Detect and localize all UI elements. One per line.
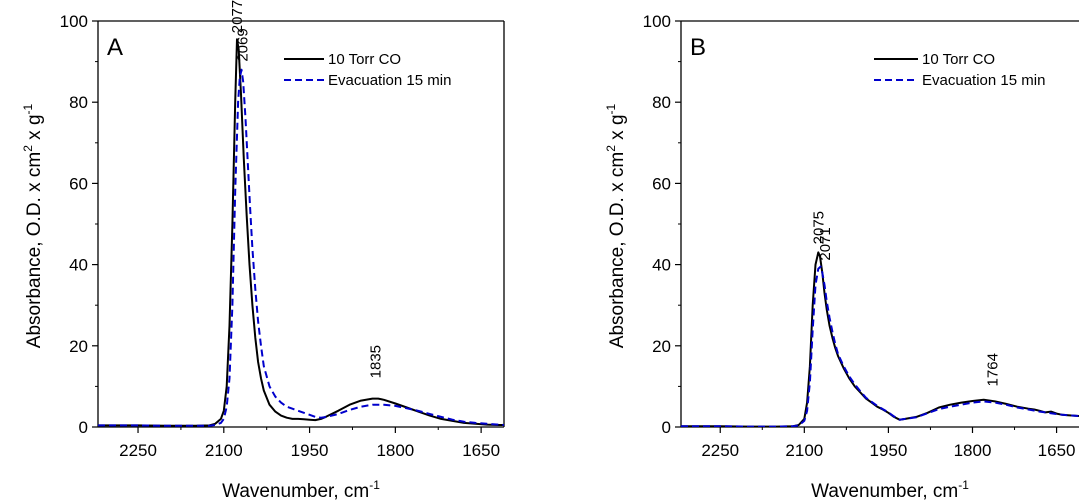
y-tick-label: 80 xyxy=(652,93,671,112)
y-tick-label: 60 xyxy=(69,174,88,193)
y-tick-label: 60 xyxy=(652,174,671,193)
x-tick-label: 2250 xyxy=(119,441,157,460)
y-tick-label: 40 xyxy=(69,256,88,275)
y-tick-label: 80 xyxy=(69,93,88,112)
legend-label: Evacuation 15 min xyxy=(328,72,451,89)
peak-annotation: 2077 xyxy=(229,0,246,33)
legend-label: 10 Torr CO xyxy=(328,51,401,68)
y-tick-label: 20 xyxy=(69,337,88,356)
x-tick-label: 1950 xyxy=(869,441,907,460)
x-axis-title-text: Wavenumber, cm xyxy=(222,481,369,502)
plot-area xyxy=(98,38,504,427)
x-tick-label: 1800 xyxy=(376,441,414,460)
x-axis-title: Wavenumber, cm-1 xyxy=(222,478,380,502)
x-axis-title-text: Wavenumber, cm xyxy=(811,481,958,502)
y-axis-title-text: Absorbance, O.D. x cm xyxy=(24,152,45,348)
x-tick-label: 1950 xyxy=(291,441,329,460)
x-tick-label: 2250 xyxy=(701,441,739,460)
x-tick-label: 2100 xyxy=(205,441,243,460)
y-axis-title-sup: 2 xyxy=(604,145,618,152)
y-tick-label: 20 xyxy=(652,337,671,356)
y-axis-title-sup: 2 xyxy=(21,145,35,152)
peak-annotation: 1835 xyxy=(367,345,384,378)
series-line-evacuation-15-min xyxy=(681,265,1079,427)
y-axis-title-text: Absorbance, O.D. x cm xyxy=(607,152,628,348)
y-tick-label: 100 xyxy=(643,12,671,31)
panel-letter: A xyxy=(107,34,123,61)
series-line-10-torr-co xyxy=(681,251,1079,427)
panel-b: 0 20 40 60 80 100 2250 2100 1950 1800 1650 Wavenumb… xyxy=(604,12,1079,502)
x-axis-title-sup: -1 xyxy=(958,478,969,492)
peak-annotation: 1764 xyxy=(985,353,1002,386)
y-axis-title: Absorbance, O.D. x cm2 x g-1 xyxy=(604,103,628,348)
series-line-10-torr-co xyxy=(98,38,504,427)
x-tick-label: 2100 xyxy=(785,441,823,460)
panel-a: 0 20 40 60 80 100 2250 2100 1950 1800 1650 Wavenumb… xyxy=(21,0,505,502)
y-axis-title-sup: -1 xyxy=(21,103,35,114)
y-axis-title-text: x g xyxy=(607,114,628,145)
legend-label: Evacuation 15 min xyxy=(922,72,1045,89)
y-tick-label: 0 xyxy=(79,418,88,437)
x-axis-title: Wavenumber, cm-1 xyxy=(811,478,969,502)
y-axis-title-sup: -1 xyxy=(604,103,618,114)
y-axis-title: Absorbance, O.D. x cm2 x g-1 xyxy=(21,103,45,348)
x-tick-label: 1650 xyxy=(1038,441,1076,460)
y-tick-label: 100 xyxy=(60,12,88,31)
x-tick-label: 1650 xyxy=(462,441,500,460)
y-tick-label: 40 xyxy=(652,256,671,275)
panel-letter: B xyxy=(690,34,706,61)
x-axis-title-sup: -1 xyxy=(369,478,380,492)
x-tick-label: 1800 xyxy=(954,441,992,460)
y-tick-label: 0 xyxy=(662,418,671,437)
series-line-evacuation-15-min xyxy=(98,68,504,427)
y-axis-title-text: x g xyxy=(24,114,45,145)
peak-annotation: 2071 xyxy=(817,227,834,260)
plot-area xyxy=(681,251,1079,427)
peak-annotation: 2069 xyxy=(235,28,252,61)
legend-label: 10 Torr CO xyxy=(922,51,995,68)
peak-annotation: 2075 xyxy=(810,211,827,244)
